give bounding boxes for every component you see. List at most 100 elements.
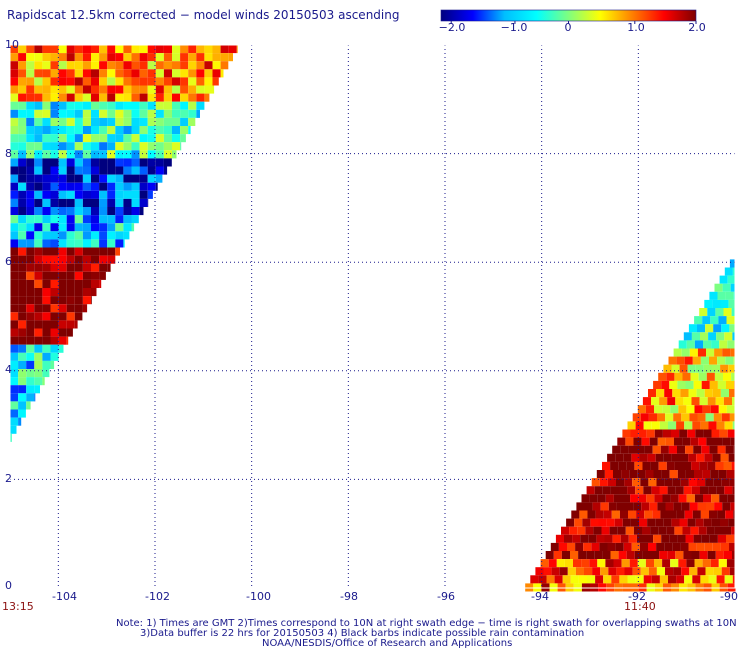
data-cell — [680, 478, 689, 487]
data-cell — [107, 166, 116, 175]
y-tick-label: 8 — [5, 147, 12, 160]
data-cell — [628, 534, 637, 543]
data-cell — [710, 316, 719, 325]
data-cell — [34, 198, 43, 207]
data-cell — [628, 445, 637, 454]
data-cell — [671, 453, 680, 462]
data-cell — [10, 77, 19, 86]
data-cell — [709, 356, 718, 365]
data-cell — [10, 53, 19, 62]
data-cell — [693, 445, 702, 454]
data-cell — [672, 478, 681, 487]
data-cell — [681, 567, 690, 576]
data-cell — [228, 45, 237, 54]
data-cell — [697, 348, 706, 357]
data-cell — [74, 320, 78, 329]
data-cell — [727, 429, 736, 438]
data-cell — [99, 158, 108, 167]
data-cell — [82, 61, 91, 70]
data-cell — [91, 239, 100, 248]
data-cell — [651, 551, 660, 560]
data-cell — [635, 486, 644, 495]
data-cell — [675, 486, 684, 495]
data-cell — [631, 542, 640, 551]
data-cell — [131, 198, 140, 207]
data-cell — [107, 45, 116, 54]
data-cell — [91, 198, 100, 207]
data-cell — [91, 271, 100, 280]
data-cell — [18, 126, 27, 135]
data-cell — [718, 559, 727, 568]
data-cell — [707, 551, 716, 560]
data-cell — [50, 312, 59, 321]
data-cell — [665, 437, 674, 446]
data-cell — [155, 142, 164, 151]
data-cell — [26, 263, 35, 272]
data-cell — [42, 320, 51, 329]
data-cell — [155, 93, 164, 102]
data-cell — [123, 101, 132, 110]
data-cell — [42, 109, 51, 118]
data-cell — [82, 45, 91, 54]
x-tick-label: -100 — [246, 590, 271, 603]
data-cell — [50, 85, 59, 94]
data-cell — [107, 190, 116, 199]
data-cell — [107, 134, 116, 143]
data-cell — [668, 421, 677, 430]
data-cell — [163, 61, 172, 70]
data-cell — [719, 340, 728, 349]
data-cell — [74, 93, 83, 102]
data-cell — [26, 134, 35, 143]
data-cell — [703, 364, 712, 373]
data-cell — [576, 502, 585, 511]
data-cell — [666, 372, 675, 381]
data-cell — [155, 109, 164, 118]
data-cell — [107, 126, 116, 135]
data-cell — [671, 429, 680, 438]
data-cell — [115, 142, 124, 151]
data-cell — [612, 534, 621, 543]
data-cell — [115, 93, 124, 102]
data-cell — [58, 215, 67, 224]
data-cell — [712, 299, 721, 308]
data-cell — [50, 166, 59, 175]
data-cell — [712, 389, 721, 398]
data-cell — [50, 215, 59, 224]
data-cell — [570, 551, 579, 560]
data-cell — [139, 61, 148, 70]
data-cell — [34, 247, 43, 256]
data-cell — [66, 126, 75, 135]
data-cell — [688, 453, 697, 462]
data-cell — [99, 150, 108, 159]
data-cell — [10, 279, 19, 288]
data-cell — [18, 271, 27, 280]
data-cell — [74, 207, 83, 216]
data-cell — [123, 158, 132, 167]
data-cell — [613, 470, 622, 479]
data-cell — [18, 263, 27, 272]
data-cell — [74, 198, 83, 207]
data-cell — [690, 372, 699, 381]
data-cell — [188, 45, 197, 54]
data-cell — [163, 45, 172, 54]
data-cell — [107, 198, 116, 207]
data-cell — [131, 53, 140, 62]
data-cell — [42, 344, 51, 353]
data-cell — [42, 69, 51, 78]
data-cell — [91, 117, 100, 126]
data-cell — [616, 478, 625, 487]
data-cell — [66, 279, 75, 288]
data-cell — [91, 53, 100, 62]
data-cell — [18, 182, 27, 191]
data-cell — [697, 324, 706, 333]
data-cell — [668, 575, 677, 584]
data-cell — [717, 291, 726, 300]
data-cell — [115, 247, 120, 256]
data-cell — [26, 207, 35, 216]
data-cell — [702, 559, 711, 568]
data-cell — [42, 207, 51, 216]
data-cell — [713, 478, 722, 487]
data-cell — [74, 69, 83, 78]
data-cell — [709, 510, 718, 519]
data-cell — [18, 377, 27, 386]
